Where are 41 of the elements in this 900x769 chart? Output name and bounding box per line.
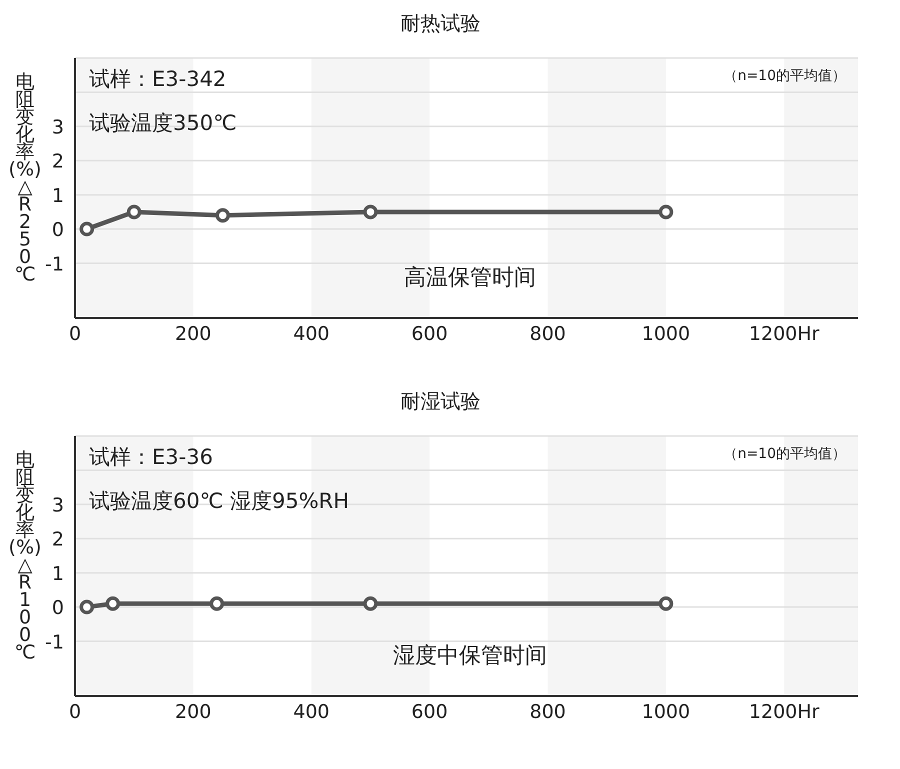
point — [126, 204, 142, 220]
x-tick-label: 400 — [293, 323, 330, 345]
x-tick-label: 600 — [411, 701, 448, 723]
text: 电阻变化率(%)△R100℃ — [8, 449, 42, 664]
x-axis-title: 高温保管时间 — [404, 265, 536, 290]
x-tick-label: 200 — [175, 323, 212, 345]
x-tick-label: 1200Hr — [748, 323, 820, 345]
annotation: 试验温度350℃ — [89, 111, 237, 135]
chart-title: 耐湿试验 — [400, 389, 480, 413]
point — [363, 204, 378, 220]
annotation: （n=10的平均值） — [724, 68, 846, 84]
x-tick-label: 0 — [68, 323, 82, 345]
point — [215, 208, 230, 223]
annotation: 试样：E3-36 — [89, 445, 213, 469]
y-tick-label: 2 — [52, 150, 64, 173]
x-tick-label: 800 — [530, 701, 566, 723]
x-tick-label: 1200Hr — [748, 701, 820, 723]
x-tick-label: 800 — [530, 323, 566, 345]
annotation: 试验温度60℃ 湿度95%RH — [89, 489, 350, 513]
x-axis-title: 湿度中保管时间 — [393, 643, 547, 668]
point — [658, 204, 674, 220]
chart-title: 耐热试验 — [400, 11, 480, 35]
y-tick-label: 1 — [52, 184, 64, 207]
y-tick-label: 3 — [52, 116, 64, 138]
y-tick-label: 0 — [52, 597, 64, 620]
x-tick-label: 0 — [68, 701, 82, 723]
x-tick-label: 1000 — [642, 701, 690, 723]
y-tick-label: 2 — [52, 528, 64, 551]
y-tick-label: 1 — [52, 562, 64, 585]
y-tick-label: -1 — [45, 631, 64, 654]
y-tick-label: 3 — [52, 494, 64, 516]
x-tick-label: 400 — [293, 701, 330, 723]
y-tick-label: -1 — [45, 253, 64, 276]
x-tick-label: 1000 — [642, 323, 690, 345]
annotation: 试样：E3-342 — [89, 67, 226, 91]
x-tick-label: 200 — [175, 701, 212, 723]
annotation: （n=10的平均值） — [724, 446, 846, 462]
y-tick-label: 0 — [52, 219, 64, 242]
text: 电阻变化率(%)△R250℃ — [8, 71, 42, 286]
point — [80, 222, 94, 236]
x-tick-label: 600 — [411, 323, 448, 345]
